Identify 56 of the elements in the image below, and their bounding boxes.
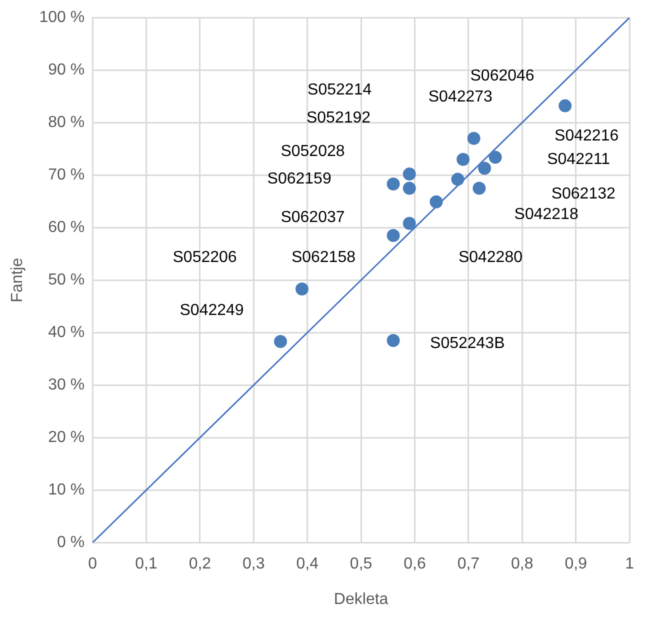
annotation: S052192 [306, 109, 371, 126]
point [402, 216, 416, 230]
point [386, 178, 400, 191]
y-tick-label: 0 % [56, 534, 85, 552]
y-tick-label: 30 % [48, 376, 85, 394]
x-tick-label: 0,5 [350, 556, 372, 573]
x-tick-label: 0,9 [564, 556, 588, 573]
point [472, 182, 486, 195]
point [402, 168, 416, 181]
annotation: S052028 [280, 142, 345, 160]
x-tick-label: 0,7 [457, 556, 480, 573]
point [488, 150, 502, 164]
point [386, 228, 400, 242]
point [456, 152, 470, 166]
annotation: S042280 [458, 248, 523, 266]
x-axis-title: Dekleta [334, 590, 388, 608]
point [274, 335, 288, 348]
y-tick-label: 80 % [48, 114, 85, 132]
x-tick-label: 0 [88, 556, 98, 573]
annotation: S062159 [267, 170, 332, 188]
x-tick-label: 1 [625, 556, 634, 573]
point [402, 182, 416, 195]
y-tick-label: 90 % [48, 62, 85, 79]
point [295, 282, 308, 296]
annotation: S062037 [280, 209, 345, 226]
point [478, 162, 492, 175]
point [451, 172, 464, 186]
point [558, 99, 572, 112]
x-tick-label: 0,8 [511, 556, 534, 573]
annotation: S052206 [172, 248, 237, 266]
point [467, 132, 480, 145]
y-tick-label: 50 % [48, 272, 85, 289]
x-tick-label: 0,4 [296, 556, 319, 573]
annotation: S042218 [514, 206, 578, 223]
y-axis-title: Fantje [9, 258, 26, 302]
x-tick-label: 0,1 [135, 556, 158, 573]
annotation: S062046 [470, 67, 534, 84]
point [386, 334, 400, 347]
annotation: S042249 [180, 302, 244, 319]
y-tick-label: 10 % [48, 482, 85, 499]
x-tick-label: 0,3 [242, 556, 265, 573]
annotation: S042273 [428, 88, 493, 106]
point [430, 195, 443, 208]
x-tick-label: 0,2 [188, 556, 212, 573]
y-tick-label: 60 % [48, 219, 85, 236]
annotation: S062158 [291, 248, 356, 266]
annotation: S052243B [430, 335, 505, 352]
y-tick-label: 40 % [48, 324, 85, 342]
annotation: S042211 [547, 150, 610, 168]
y-tick-label: 100 % [39, 9, 85, 26]
x-tick-label: 0,6 [404, 556, 426, 573]
y-tick-label: 70 % [48, 166, 85, 184]
annotation: S062132 [551, 185, 616, 202]
y-tick-label: 20 % [48, 429, 85, 446]
annotation: S052214 [308, 81, 372, 98]
annotation: S042216 [554, 128, 619, 145]
